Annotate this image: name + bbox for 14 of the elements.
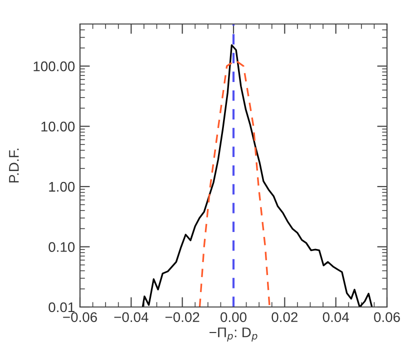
x-tick-label: −0.02	[165, 312, 200, 322]
y-tick-label: 0.01	[48, 302, 74, 312]
x-tick-label: 0.06	[374, 312, 400, 322]
x-tick-label: 0.04	[322, 312, 349, 322]
y-tick-label: 10.00	[41, 122, 75, 132]
y-tick-label: 1.00	[49, 182, 75, 192]
y-axis-title: P.D.F.	[9, 148, 19, 182]
x-tick-label: −0.06	[63, 312, 97, 322]
x-tick-label: −0.04	[114, 312, 148, 322]
y-tick-label: 100.00	[34, 61, 75, 72]
x-tick-label: 0.00	[220, 312, 246, 322]
x-tick-label: 0.02	[272, 312, 298, 322]
x-axis-title: −Π$_{p}$: D$_{p}$	[210, 328, 258, 342]
y-tick-label: 0.10	[48, 242, 75, 252]
